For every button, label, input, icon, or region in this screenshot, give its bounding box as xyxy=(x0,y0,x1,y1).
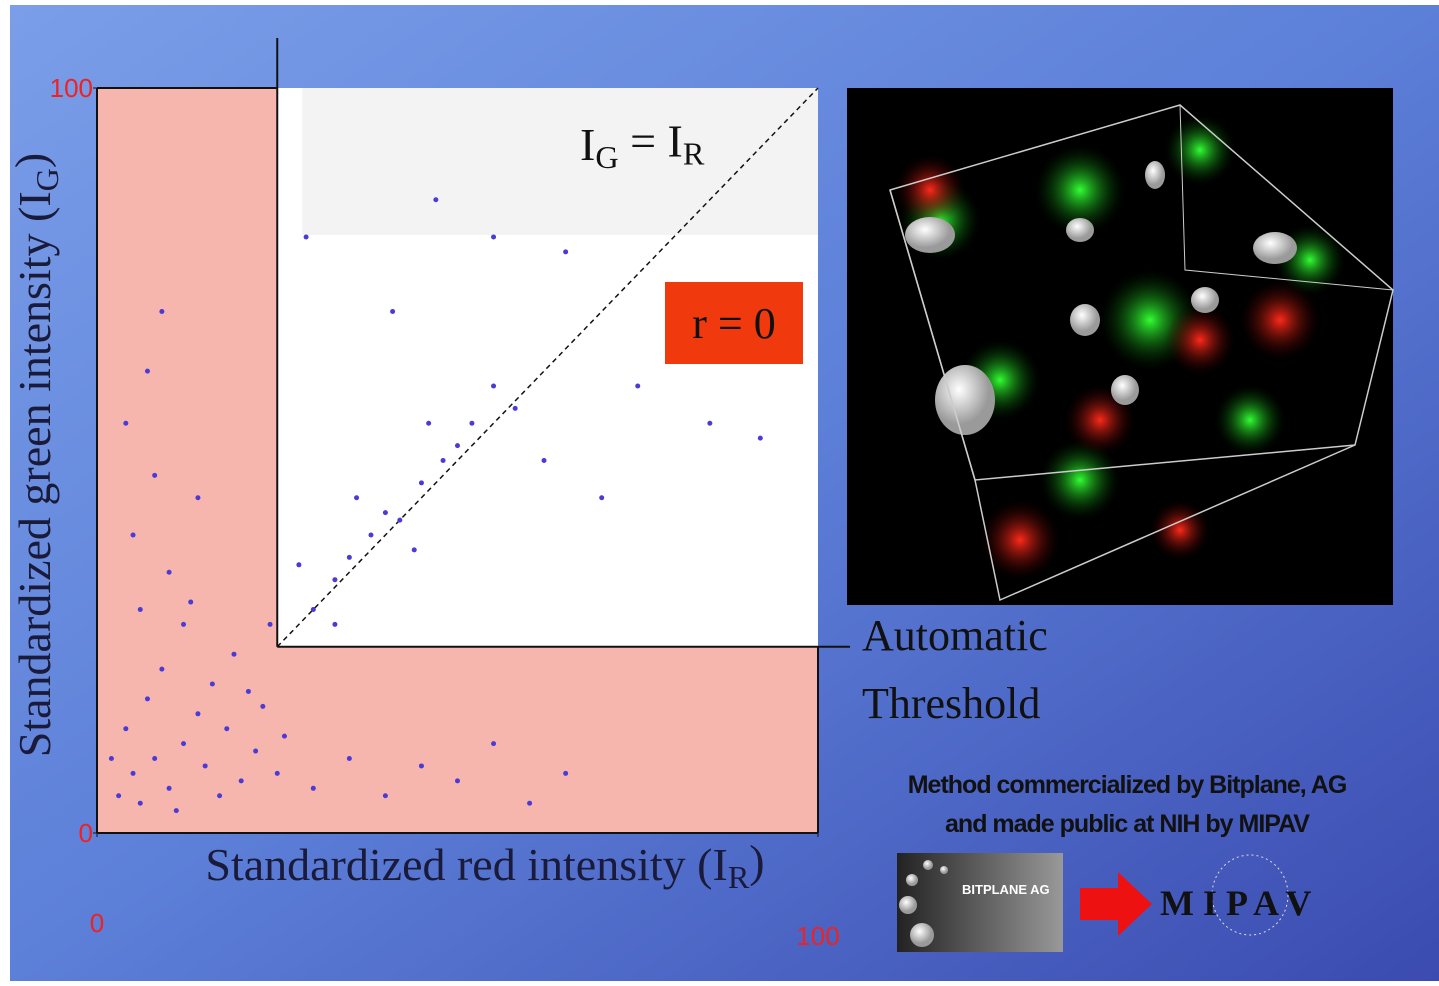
point xyxy=(758,436,763,441)
y-axis-label: Standardized green intensity (IG) xyxy=(6,153,66,757)
point xyxy=(455,778,460,783)
point xyxy=(138,801,143,806)
point xyxy=(159,667,164,672)
point xyxy=(224,726,229,731)
point xyxy=(491,235,496,240)
point xyxy=(217,793,222,798)
point xyxy=(123,726,128,731)
y-tick-label: 100 xyxy=(50,73,93,103)
point xyxy=(383,793,388,798)
point xyxy=(152,756,157,761)
point xyxy=(332,577,337,582)
point xyxy=(131,771,136,776)
footer-line: Method commercialized by Bitplane, AG xyxy=(908,771,1347,799)
point xyxy=(231,652,236,657)
point xyxy=(390,309,395,314)
threshold-label-line: Threshold xyxy=(862,679,1040,728)
label-part: I xyxy=(580,119,595,170)
point xyxy=(491,384,496,389)
point xyxy=(239,778,244,783)
label-part: = I xyxy=(619,116,683,167)
label-subscript: R xyxy=(728,859,750,895)
point xyxy=(563,249,568,254)
point xyxy=(159,309,164,314)
point xyxy=(131,533,136,538)
volume-image xyxy=(847,88,1393,605)
label-part: Standardized green intensity (I xyxy=(9,191,60,757)
point xyxy=(383,510,388,515)
point xyxy=(347,756,352,761)
point xyxy=(397,518,402,523)
point xyxy=(426,421,431,426)
point xyxy=(145,696,150,701)
logo-text: BITPLANE AG xyxy=(962,882,1050,897)
point xyxy=(210,682,215,687)
point xyxy=(347,555,352,560)
point xyxy=(332,622,337,627)
x-tick-label: 100 xyxy=(796,921,839,951)
slide: 01000100Standardized red intensity (IR)S… xyxy=(0,0,1439,986)
point xyxy=(563,771,568,776)
point xyxy=(181,622,186,627)
point xyxy=(188,600,193,605)
point xyxy=(203,763,208,768)
annotation: r = 0 xyxy=(692,299,775,348)
point xyxy=(195,495,200,500)
point xyxy=(527,801,532,806)
point xyxy=(599,495,604,500)
point xyxy=(304,235,309,240)
point xyxy=(253,749,258,754)
point xyxy=(174,808,179,813)
point xyxy=(455,443,460,448)
threshold-label-line: Automatic xyxy=(862,611,1048,660)
point xyxy=(419,480,424,485)
point xyxy=(311,607,316,612)
x-tick-label: 0 xyxy=(90,908,104,938)
point xyxy=(167,570,172,575)
point xyxy=(441,458,446,463)
point xyxy=(635,384,640,389)
point xyxy=(268,622,273,627)
point xyxy=(491,741,496,746)
shade-band xyxy=(302,88,818,235)
point xyxy=(469,421,474,426)
point xyxy=(123,421,128,426)
point xyxy=(246,689,251,694)
x-axis-label: Standardized red intensity (IR) xyxy=(205,836,764,896)
label-part: ) xyxy=(749,836,764,887)
point xyxy=(167,786,172,791)
point xyxy=(419,763,424,768)
label-subscript: R xyxy=(683,136,705,172)
page: 01000100Standardized red intensity (IR)S… xyxy=(0,0,1439,986)
point xyxy=(433,197,438,202)
point xyxy=(513,406,518,411)
point xyxy=(707,421,712,426)
logo-text: M I P A V xyxy=(1160,883,1311,923)
point xyxy=(260,704,265,709)
bitplane-logo: BITPLANE AG xyxy=(897,853,1063,952)
point xyxy=(109,756,114,761)
label-part: ) xyxy=(6,153,57,168)
point xyxy=(296,562,301,567)
point xyxy=(354,495,359,500)
label-subscript: G xyxy=(29,168,65,191)
point xyxy=(181,741,186,746)
point xyxy=(542,458,547,463)
point xyxy=(152,473,157,478)
label-part: Standardized red intensity (I xyxy=(205,839,727,890)
point xyxy=(275,771,280,776)
footer-line: and made public at NIH by MIPAV xyxy=(945,810,1310,838)
point xyxy=(368,533,373,538)
label-subscript: G xyxy=(595,139,618,175)
point xyxy=(311,786,316,791)
y-tick-label: 0 xyxy=(79,818,93,848)
point xyxy=(282,734,287,739)
point xyxy=(145,369,150,374)
point xyxy=(195,711,200,716)
point xyxy=(138,607,143,612)
point xyxy=(116,793,121,798)
point xyxy=(412,547,417,552)
